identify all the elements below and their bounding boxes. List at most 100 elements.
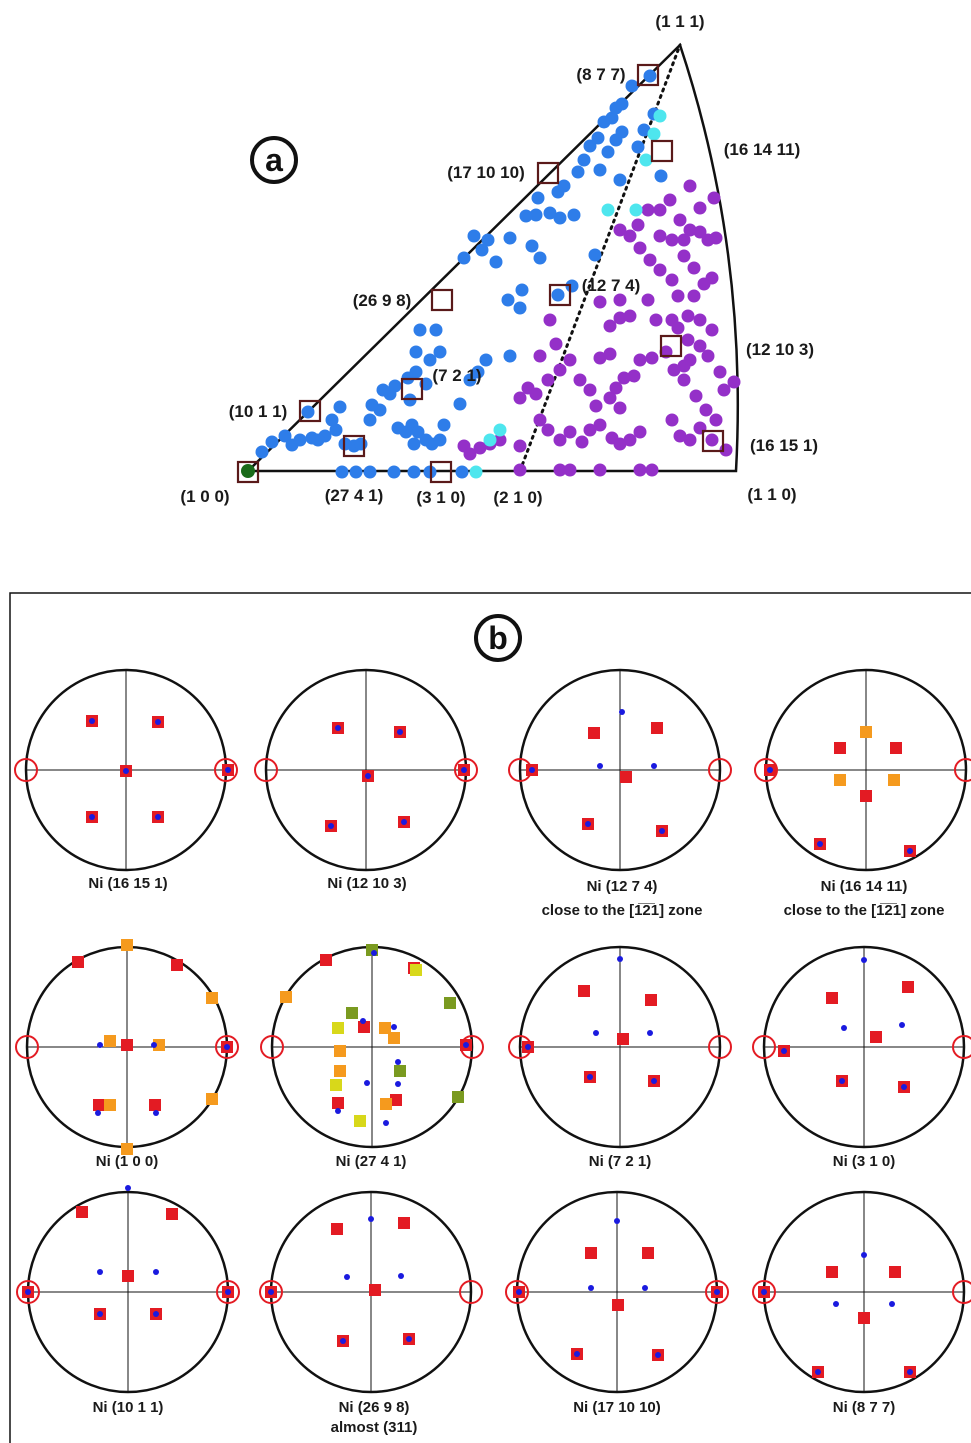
orientation-dot-purple <box>681 309 695 323</box>
pole-square-olive <box>444 997 456 1009</box>
highlight-box <box>548 283 572 307</box>
orientation-dot-purple <box>593 351 607 365</box>
orientation-dot-purple <box>513 463 527 477</box>
orientation-dot-cyan <box>647 127 661 141</box>
pole-square-red <box>620 771 632 783</box>
orientation-dot-purple <box>553 463 567 477</box>
orientation-dot-blue <box>265 435 279 449</box>
orientation-dot-blue <box>501 293 515 307</box>
pole-square-red <box>826 1266 838 1278</box>
label-171010: (17 10 10) <box>447 163 525 182</box>
pole-figure <box>508 668 732 872</box>
pole-square-red <box>149 1099 161 1111</box>
orientation-dot-purple <box>603 391 617 405</box>
orientation-dot-blue <box>471 365 485 379</box>
orientation-dot-purple <box>641 203 655 217</box>
orientation-dot-blue <box>593 163 607 177</box>
pole-square-red <box>122 1270 134 1282</box>
orientation-dot-purple <box>631 218 645 232</box>
pole-square-orange <box>380 1098 392 1110</box>
orientation-dot-blue <box>605 111 619 125</box>
pole-dot-blue <box>360 1018 366 1024</box>
highlight-box <box>650 139 674 163</box>
highlight-box <box>429 460 453 484</box>
pole-square-red <box>617 1033 629 1045</box>
pole-dot-blue <box>395 1081 401 1087</box>
orientation-dot-blue <box>354 437 368 451</box>
pole-dot-blue <box>153 1110 159 1116</box>
orientation-dot-blue <box>335 465 349 479</box>
pole-dot-blue <box>364 1080 370 1086</box>
pole-dot-blue <box>383 1120 389 1126</box>
pole-dot-blue <box>899 1022 905 1028</box>
pole-dot-blue <box>225 1289 231 1295</box>
pole-square-orange <box>121 939 133 951</box>
orientation-dot-blue <box>407 437 421 451</box>
pole-dot-blue <box>861 1252 867 1258</box>
orientation-dot-purple <box>627 369 641 383</box>
orientation-dot-purple <box>641 293 655 307</box>
pole-square-red <box>889 1266 901 1278</box>
orientation-dot-blue <box>429 323 443 337</box>
pole-dot-blue <box>861 957 867 963</box>
pole-ring-left <box>14 758 38 782</box>
orientation-dot-blue <box>453 397 467 411</box>
orientation-dot-blue <box>383 387 397 401</box>
orientation-dot-purple <box>533 349 547 363</box>
pole-dot-blue <box>463 1042 469 1048</box>
orientation-dot-blue <box>565 279 579 293</box>
label-1011: (10 1 1) <box>229 402 288 421</box>
orientation-dot-purple <box>671 321 685 335</box>
orientation-dot-purple <box>643 253 657 267</box>
pole-dot-blue <box>89 718 95 724</box>
pole-dot-blue <box>841 1025 847 1031</box>
caption-161411: Ni (16 14 11) <box>821 878 908 895</box>
orientation-dot-blue <box>643 69 657 83</box>
orientation-dot-blue <box>533 251 547 265</box>
orientation-dot-blue <box>489 255 503 269</box>
pole-dot-blue <box>97 1042 103 1048</box>
orientation-dot-purple <box>603 319 617 333</box>
orientation-dot-blue <box>293 433 307 447</box>
pole-square-orange <box>280 991 292 1003</box>
pole-dot-blue <box>225 767 231 773</box>
orientation-dot-purple <box>683 179 697 193</box>
orientation-dot-blue <box>531 191 545 205</box>
pole-dot-blue <box>125 1185 131 1191</box>
panel-b-letter: b <box>488 620 508 656</box>
pole-square-red <box>585 1247 597 1259</box>
orientation-dot-purple <box>705 271 719 285</box>
pole-dot-blue <box>340 1338 346 1344</box>
pole-dot-blue <box>597 763 603 769</box>
pole-square-red <box>390 1094 402 1106</box>
orientation-dot-purple <box>583 423 597 437</box>
pole-dot-blue <box>833 1301 839 1307</box>
pole-square-olive <box>452 1091 464 1103</box>
orientation-dot-blue <box>551 185 565 199</box>
orientation-dot-purple <box>663 193 677 207</box>
pole-figure <box>260 944 484 1149</box>
orientation-dot-purple <box>665 273 679 287</box>
highlight-box <box>400 377 424 401</box>
label-16151: (16 15 1) <box>750 436 818 455</box>
orientation-dot-blue <box>503 349 517 363</box>
orientation-dot-purple <box>727 375 741 389</box>
orientation-dot-purple <box>543 313 557 327</box>
pole-ring-left <box>752 1035 776 1059</box>
orientation-dot-blue <box>525 239 539 253</box>
pole-dot-blue <box>614 1218 620 1224</box>
orientation-dot-purple <box>693 225 707 239</box>
orientation-dot-blue <box>325 413 339 427</box>
pole-square-red <box>72 956 84 968</box>
pole-dot-blue <box>587 1074 593 1080</box>
pole-square-yellow <box>354 1115 366 1127</box>
orientation-dot-purple <box>693 201 707 215</box>
orientation-dot-purple <box>667 363 681 377</box>
pole-dot-blue <box>224 1044 230 1050</box>
highlight-box <box>701 429 725 453</box>
pole-dot-blue <box>516 1289 522 1295</box>
orientation-dot-blue <box>529 208 543 222</box>
pole-square-red <box>651 722 663 734</box>
orientation-dot-cyan <box>483 433 497 447</box>
orientation-dot-blue <box>467 229 481 243</box>
